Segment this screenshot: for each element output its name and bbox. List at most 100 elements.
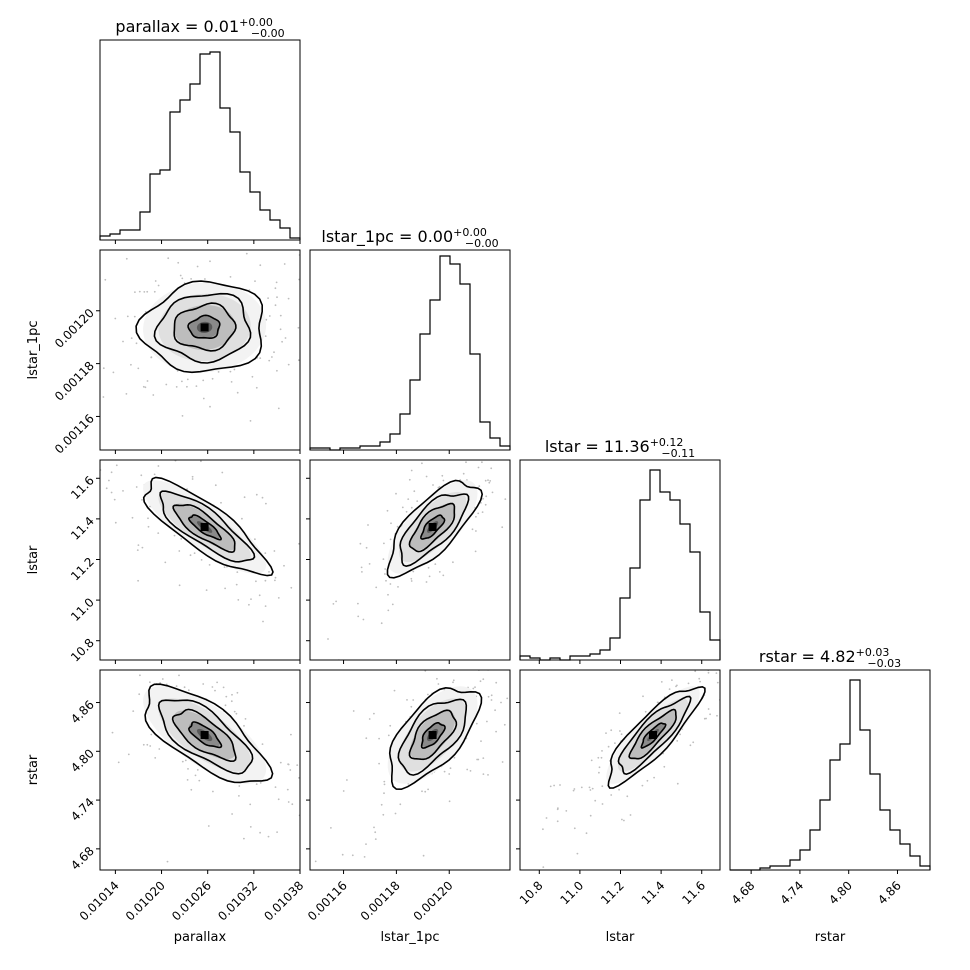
sample-point — [114, 317, 117, 320]
sample-point — [349, 688, 351, 690]
sample-point — [230, 381, 233, 383]
sample-point — [287, 297, 290, 300]
sample-point — [149, 681, 151, 684]
panel-lstar-lstar — [519, 459, 721, 664]
sample-point — [164, 561, 167, 564]
sample-point — [243, 725, 245, 727]
contour-2σ — [187, 314, 221, 340]
sample-point — [125, 257, 128, 260]
sample-point — [700, 647, 702, 649]
sample-point — [273, 351, 275, 354]
sample-point — [489, 480, 492, 482]
sample-point — [225, 695, 228, 698]
median-marker — [200, 731, 209, 739]
sample-point — [276, 296, 278, 299]
median-marker — [428, 523, 437, 531]
sample-point — [146, 451, 148, 453]
sample-point — [251, 375, 254, 378]
sample-point — [69, 672, 71, 674]
sample-point — [102, 638, 104, 640]
sample-point — [264, 605, 267, 607]
sample-point — [289, 769, 292, 771]
sample-point — [191, 478, 194, 480]
sample-point — [194, 774, 197, 777]
sample-point — [208, 564, 211, 566]
panel-frame — [519, 669, 721, 871]
sample-point — [287, 363, 290, 366]
sample-point — [490, 699, 493, 701]
sample-point — [588, 786, 591, 789]
sample-point — [211, 686, 214, 688]
contour-2σ — [187, 514, 223, 541]
sample-point — [147, 517, 149, 520]
sample-point — [122, 340, 124, 343]
sample-point — [486, 660, 488, 662]
sample-point — [360, 566, 363, 569]
sample-point — [146, 290, 149, 293]
sample-point — [687, 682, 690, 685]
sample-point — [150, 733, 153, 736]
sample-point — [663, 765, 666, 768]
contour-0.5σ — [135, 280, 263, 374]
sample-point — [507, 417, 509, 419]
sample-point — [170, 661, 172, 663]
sample-point — [255, 493, 258, 496]
sample-point — [224, 704, 227, 707]
sample-point — [537, 623, 539, 625]
sample-point — [137, 544, 140, 546]
sample-point — [475, 515, 477, 518]
y-tick-label-rstar: 4.74 — [68, 795, 97, 824]
sample-point — [532, 691, 534, 693]
sample-point — [144, 386, 147, 389]
x-tick-label-parallax: 0.01038 — [261, 878, 306, 923]
sample-point — [408, 478, 411, 481]
xlabel-lstar-1pc: lstar_1pc — [381, 930, 440, 945]
histogram-lstar — [519, 469, 721, 661]
sample-point — [233, 368, 236, 371]
sample-point — [178, 584, 181, 587]
sample-point — [110, 471, 113, 474]
sample-point — [153, 473, 156, 476]
sample-point — [573, 827, 576, 830]
sample-point — [502, 425, 504, 427]
sample-point — [623, 819, 625, 822]
sample-point — [135, 486, 138, 488]
sample-point — [178, 674, 180, 677]
sample-point — [159, 682, 162, 684]
y-tick-label-lstar_1pc: 0.00118 — [52, 359, 97, 404]
sample-point — [488, 481, 491, 484]
sample-point — [501, 761, 504, 763]
sample-point — [679, 733, 681, 736]
sample-point — [484, 479, 487, 482]
sample-point — [341, 853, 344, 856]
panel-frame — [99, 459, 301, 661]
sample-point — [367, 524, 369, 526]
sample-point — [687, 665, 689, 667]
sample-point — [553, 784, 555, 787]
title-rstar: rstar = 4.82+0.03 −0.03 — [759, 646, 901, 670]
median-marker — [200, 323, 209, 332]
sample-point — [361, 571, 363, 573]
sample-point — [597, 756, 600, 759]
sample-point — [605, 732, 607, 734]
sample-point — [477, 512, 480, 515]
sample-point — [166, 860, 169, 863]
sample-point — [357, 602, 359, 605]
contour-1.5σ — [171, 708, 237, 763]
sample-point — [217, 371, 220, 373]
sample-point — [387, 734, 390, 737]
sample-point — [279, 761, 282, 764]
ylabel-lstar-1pc: lstar_1pc — [26, 321, 41, 380]
sample-point — [126, 315, 129, 318]
sample-point — [397, 586, 399, 588]
sample-point — [380, 622, 383, 625]
sample-point — [378, 737, 380, 740]
contour-2σ — [188, 721, 223, 749]
sample-point — [721, 618, 723, 620]
sample-point — [101, 624, 103, 626]
sample-point — [249, 420, 252, 422]
contour-1σ — [153, 292, 252, 364]
sample-point — [277, 597, 280, 599]
sample-point — [275, 281, 278, 284]
sample-point — [436, 677, 438, 680]
